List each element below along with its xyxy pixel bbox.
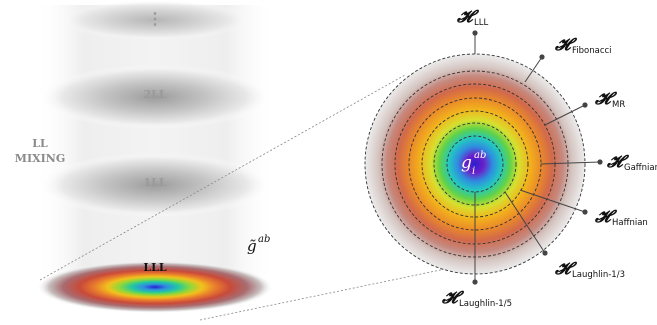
h-subscript: Laughlin-1/3 — [572, 270, 625, 280]
pointer-dot-mr — [582, 102, 588, 108]
ring-haffnian — [421, 110, 529, 218]
ll-mixing-label-line2: MIXING — [15, 152, 65, 165]
h-subscript: Laughlin-1/5 — [459, 299, 512, 309]
level-2ll-cloud — [40, 65, 270, 129]
metric-base: g̃ — [247, 237, 257, 255]
label-h-gaffnian: 𝓗 Gaffnian — [606, 152, 657, 173]
h-subscript: Fibonacci — [572, 46, 612, 56]
center-metric-superscript: ab — [474, 150, 486, 161]
h-subscript: Gaffnian — [624, 163, 657, 173]
upper-level-cloud — [60, 0, 250, 40]
zoom-line-bottom — [199, 267, 451, 321]
pointer-dot-haffnian — [582, 209, 588, 215]
pointer-dot-fibonacci — [539, 54, 545, 60]
label-h-laughlin-1-3: 𝓗 Laughlin-1/3 — [554, 259, 625, 280]
center-metric-base: g — [461, 153, 472, 173]
rainbow-disk — [365, 54, 585, 274]
pointers — [472, 30, 603, 285]
metric-label-left: g̃ ab — [247, 234, 270, 255]
hamiltonian-labels: 𝓗 LLL 𝓗 Fibonacci 𝓗 MR 𝓗 Gaffnian 𝓗 Haff… — [441, 7, 657, 309]
label-1ll: 1LL — [143, 176, 166, 189]
pointer-haffnian — [519, 189, 586, 213]
metric-superscript: ab — [258, 234, 270, 245]
label-2ll: 2LL — [143, 88, 166, 101]
lll-rainbow-disk — [37, 261, 273, 313]
pointer-laughlin-1-3 — [504, 191, 546, 254]
level-1ll-cloud — [40, 153, 270, 217]
pointer-dot-lll — [472, 30, 478, 36]
landau-level-stack: ⋮ 2LL 1LL LLL LL MIXING — [15, 0, 275, 313]
pointer-dot-laughlin-1-5 — [472, 279, 478, 285]
h-subscript: Haffnian — [612, 218, 648, 228]
h-subscript: LLL — [474, 18, 488, 28]
label-lll: LLL — [143, 261, 166, 274]
pointer-mr — [544, 104, 586, 126]
pointer-fibonacci — [524, 56, 543, 83]
pointer-dot-gaffnian — [597, 159, 603, 165]
label-h-laughlin-1-5: 𝓗 Laughlin-1/5 — [441, 288, 512, 309]
pointer-dot-laughlin-1-3 — [542, 250, 548, 256]
h-subscript: MR — [612, 100, 625, 110]
ring-laughlin-1-3 — [433, 122, 517, 206]
label-h-haffnian: 𝓗 Haffnian — [594, 207, 648, 228]
label-h-fibonacci: 𝓗 Fibonacci — [554, 35, 612, 56]
zoom-line-top — [39, 74, 406, 281]
ll-mixing-label-line1: LL — [32, 137, 48, 150]
ring-laughlin-1-5 — [446, 135, 504, 193]
column-background — [35, 5, 275, 275]
center-metric-subscript: i — [472, 166, 475, 177]
ellipsis-dots: ⋮ — [147, 9, 163, 28]
label-h-mr: 𝓗 MR — [594, 89, 625, 110]
label-h-lll: 𝓗 LLL — [456, 7, 488, 28]
pointer-gaffnian — [540, 161, 601, 165]
